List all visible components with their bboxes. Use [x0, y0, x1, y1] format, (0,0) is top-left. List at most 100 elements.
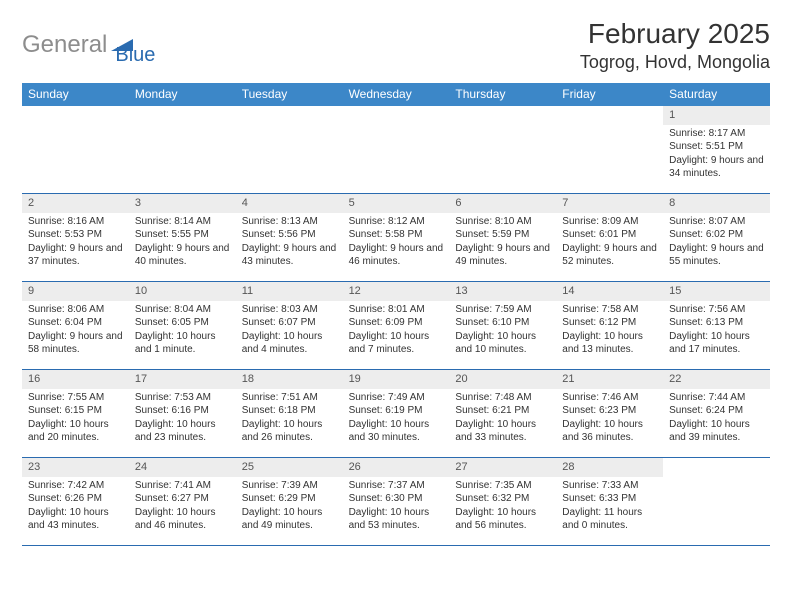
sunrise-text: Sunrise: 7:41 AM — [135, 479, 230, 493]
sunrise-text: Sunrise: 7:49 AM — [349, 391, 444, 405]
sunset-text: Sunset: 6:12 PM — [562, 316, 657, 330]
day-details: Sunrise: 7:46 AMSunset: 6:23 PMDaylight:… — [556, 389, 663, 449]
empty-cell — [343, 106, 450, 193]
day-number: 21 — [556, 370, 663, 389]
day-details: Sunrise: 7:37 AMSunset: 6:30 PMDaylight:… — [343, 477, 450, 537]
day-number: 7 — [556, 194, 663, 213]
weekday-header-row: SundayMondayTuesdayWednesdayThursdayFrid… — [22, 83, 770, 106]
sunrise-text: Sunrise: 7:33 AM — [562, 479, 657, 493]
sunrise-text: Sunrise: 8:14 AM — [135, 215, 230, 229]
day-details: Sunrise: 7:59 AMSunset: 6:10 PMDaylight:… — [449, 301, 556, 361]
sunset-text: Sunset: 6:30 PM — [349, 492, 444, 506]
week-row: 1Sunrise: 8:17 AMSunset: 5:51 PMDaylight… — [22, 106, 770, 194]
day-number: 24 — [129, 458, 236, 477]
day-number: 23 — [22, 458, 129, 477]
day-details: Sunrise: 8:17 AMSunset: 5:51 PMDaylight:… — [663, 125, 770, 185]
day-number: 20 — [449, 370, 556, 389]
sunset-text: Sunset: 6:26 PM — [28, 492, 123, 506]
empty-cell — [129, 106, 236, 193]
weeks-container: 1Sunrise: 8:17 AMSunset: 5:51 PMDaylight… — [22, 106, 770, 546]
sunrise-text: Sunrise: 7:53 AM — [135, 391, 230, 405]
sunrise-text: Sunrise: 7:51 AM — [242, 391, 337, 405]
daylight-text: Daylight: 10 hours and 7 minutes. — [349, 330, 444, 357]
day-number: 3 — [129, 194, 236, 213]
week-row: 2Sunrise: 8:16 AMSunset: 5:53 PMDaylight… — [22, 194, 770, 282]
day-cell: 9Sunrise: 8:06 AMSunset: 6:04 PMDaylight… — [22, 282, 129, 369]
empty-cell — [556, 106, 663, 193]
day-number: 18 — [236, 370, 343, 389]
day-details: Sunrise: 7:39 AMSunset: 6:29 PMDaylight:… — [236, 477, 343, 537]
day-details: Sunrise: 8:07 AMSunset: 6:02 PMDaylight:… — [663, 213, 770, 273]
day-cell: 2Sunrise: 8:16 AMSunset: 5:53 PMDaylight… — [22, 194, 129, 281]
day-cell: 7Sunrise: 8:09 AMSunset: 6:01 PMDaylight… — [556, 194, 663, 281]
empty-cell — [22, 106, 129, 193]
day-cell: 14Sunrise: 7:58 AMSunset: 6:12 PMDayligh… — [556, 282, 663, 369]
day-details: Sunrise: 7:41 AMSunset: 6:27 PMDaylight:… — [129, 477, 236, 537]
daylight-text: Daylight: 9 hours and 58 minutes. — [28, 330, 123, 357]
sunset-text: Sunset: 6:13 PM — [669, 316, 764, 330]
sunset-text: Sunset: 6:32 PM — [455, 492, 550, 506]
sunset-text: Sunset: 6:16 PM — [135, 404, 230, 418]
day-number: 15 — [663, 282, 770, 301]
sunset-text: Sunset: 6:05 PM — [135, 316, 230, 330]
day-details: Sunrise: 7:48 AMSunset: 6:21 PMDaylight:… — [449, 389, 556, 449]
daylight-text: Daylight: 11 hours and 0 minutes. — [562, 506, 657, 533]
day-number: 25 — [236, 458, 343, 477]
daylight-text: Daylight: 9 hours and 43 minutes. — [242, 242, 337, 269]
sunrise-text: Sunrise: 7:37 AM — [349, 479, 444, 493]
weekday-label: Wednesday — [343, 83, 450, 106]
sunset-text: Sunset: 6:19 PM — [349, 404, 444, 418]
day-details: Sunrise: 8:12 AMSunset: 5:58 PMDaylight:… — [343, 213, 450, 273]
day-cell: 28Sunrise: 7:33 AMSunset: 6:33 PMDayligh… — [556, 458, 663, 545]
daylight-text: Daylight: 10 hours and 36 minutes. — [562, 418, 657, 445]
month-title: February 2025 — [580, 18, 770, 50]
day-details: Sunrise: 7:56 AMSunset: 6:13 PMDaylight:… — [663, 301, 770, 361]
daylight-text: Daylight: 10 hours and 17 minutes. — [669, 330, 764, 357]
sunset-text: Sunset: 6:21 PM — [455, 404, 550, 418]
daylight-text: Daylight: 10 hours and 1 minute. — [135, 330, 230, 357]
day-cell: 16Sunrise: 7:55 AMSunset: 6:15 PMDayligh… — [22, 370, 129, 457]
day-number: 2 — [22, 194, 129, 213]
day-number: 14 — [556, 282, 663, 301]
day-details: Sunrise: 7:58 AMSunset: 6:12 PMDaylight:… — [556, 301, 663, 361]
day-number: 27 — [449, 458, 556, 477]
day-cell: 6Sunrise: 8:10 AMSunset: 5:59 PMDaylight… — [449, 194, 556, 281]
location-text: Togrog, Hovd, Mongolia — [580, 52, 770, 73]
sunset-text: Sunset: 6:09 PM — [349, 316, 444, 330]
sunset-text: Sunset: 6:01 PM — [562, 228, 657, 242]
day-cell: 12Sunrise: 8:01 AMSunset: 6:09 PMDayligh… — [343, 282, 450, 369]
empty-cell — [449, 106, 556, 193]
weekday-label: Sunday — [22, 83, 129, 106]
day-details: Sunrise: 8:03 AMSunset: 6:07 PMDaylight:… — [236, 301, 343, 361]
daylight-text: Daylight: 9 hours and 55 minutes. — [669, 242, 764, 269]
empty-cell — [663, 458, 770, 545]
sunrise-text: Sunrise: 8:16 AM — [28, 215, 123, 229]
sunset-text: Sunset: 6:02 PM — [669, 228, 764, 242]
sunrise-text: Sunrise: 7:44 AM — [669, 391, 764, 405]
daylight-text: Daylight: 10 hours and 56 minutes. — [455, 506, 550, 533]
day-details: Sunrise: 8:10 AMSunset: 5:59 PMDaylight:… — [449, 213, 556, 273]
day-number: 5 — [343, 194, 450, 213]
day-details: Sunrise: 7:33 AMSunset: 6:33 PMDaylight:… — [556, 477, 663, 537]
daylight-text: Daylight: 10 hours and 49 minutes. — [242, 506, 337, 533]
sunrise-text: Sunrise: 8:12 AM — [349, 215, 444, 229]
day-details: Sunrise: 8:09 AMSunset: 6:01 PMDaylight:… — [556, 213, 663, 273]
sunrise-text: Sunrise: 8:06 AM — [28, 303, 123, 317]
sunset-text: Sunset: 6:18 PM — [242, 404, 337, 418]
header: General Blue February 2025 Togrog, Hovd,… — [22, 18, 770, 73]
day-details: Sunrise: 8:13 AMSunset: 5:56 PMDaylight:… — [236, 213, 343, 273]
day-number: 19 — [343, 370, 450, 389]
sunset-text: Sunset: 6:04 PM — [28, 316, 123, 330]
sunrise-text: Sunrise: 8:01 AM — [349, 303, 444, 317]
title-block: February 2025 Togrog, Hovd, Mongolia — [580, 18, 770, 73]
day-details: Sunrise: 7:51 AMSunset: 6:18 PMDaylight:… — [236, 389, 343, 449]
sunrise-text: Sunrise: 8:07 AM — [669, 215, 764, 229]
sunset-text: Sunset: 5:51 PM — [669, 140, 764, 154]
day-details: Sunrise: 8:14 AMSunset: 5:55 PMDaylight:… — [129, 213, 236, 273]
sunrise-text: Sunrise: 8:03 AM — [242, 303, 337, 317]
sunrise-text: Sunrise: 7:56 AM — [669, 303, 764, 317]
daylight-text: Daylight: 10 hours and 26 minutes. — [242, 418, 337, 445]
day-details: Sunrise: 7:49 AMSunset: 6:19 PMDaylight:… — [343, 389, 450, 449]
daylight-text: Daylight: 10 hours and 13 minutes. — [562, 330, 657, 357]
day-cell: 8Sunrise: 8:07 AMSunset: 6:02 PMDaylight… — [663, 194, 770, 281]
